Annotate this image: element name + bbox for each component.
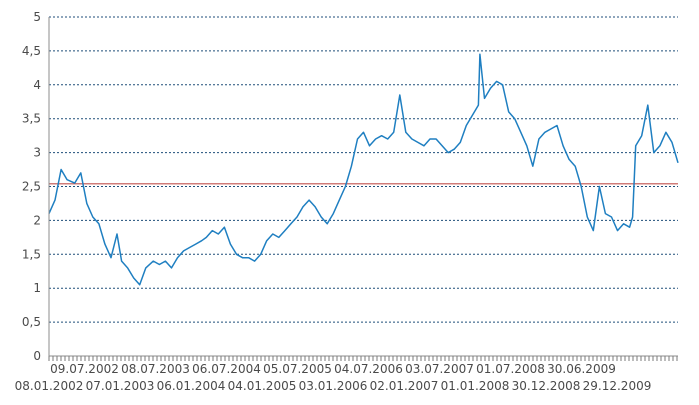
gridlines (49, 16, 678, 323)
x-tick-label-upper: 06.07.2004 (192, 362, 261, 376)
y-tick-label: 4 (33, 78, 41, 92)
x-tick-label-upper: 08.07.2003 (121, 362, 190, 376)
x-tick-label-upper: 09.07.2002 (50, 362, 119, 376)
axes (48, 17, 678, 361)
x-tick-label-lower: 08.01.2002 (15, 379, 84, 393)
x-tick-label-upper: 01.07.2008 (476, 362, 545, 376)
y-tick-label: 4,5 (22, 44, 41, 58)
x-tick-label-lower: 02.01.2007 (370, 379, 439, 393)
y-tick-label: 3 (33, 146, 41, 160)
x-tick-label-lower: 07.01.2003 (86, 379, 155, 393)
x-tick-label-upper: 04.07.2006 (334, 362, 403, 376)
y-tick-label: 1 (33, 281, 41, 295)
y-tick-label: 0,5 (22, 315, 41, 329)
series-group (48, 53, 679, 286)
y-tick-label: 3,5 (22, 112, 41, 126)
y-tick-label: 2,5 (22, 180, 41, 194)
y-tick-label: 1,5 (22, 247, 41, 261)
x-tick-label-lower: 03.01.2006 (299, 379, 368, 393)
x-tick-label-lower: 29.12.2009 (583, 379, 652, 393)
series-line (48, 53, 679, 286)
x-tick-label-lower: 30.12.2008 (512, 379, 581, 393)
x-tick-label-upper: 05.07.2005 (263, 362, 332, 376)
y-tick-labels: 0 0,5 1 1,5 2 2,5 3 3,5 4 4,5 5 (22, 10, 41, 363)
y-tick-label: 2 (33, 213, 41, 227)
x-tick-label-upper: 03.07.2007 (405, 362, 474, 376)
y-tick-label: 0 (33, 349, 41, 363)
x-tick-label-lower: 06.01.2004 (157, 379, 226, 393)
y-tick-label: 5 (33, 10, 41, 24)
x-tick-label-lower: 01.01.2008 (441, 379, 510, 393)
x-tick-label-upper: 30.06.2009 (547, 362, 616, 376)
x-tick-labels: 09.07.2002 08.07.2003 06.07.2004 05.07.2005… (15, 362, 652, 393)
x-tick-label-lower: 04.01.2005 (228, 379, 297, 393)
